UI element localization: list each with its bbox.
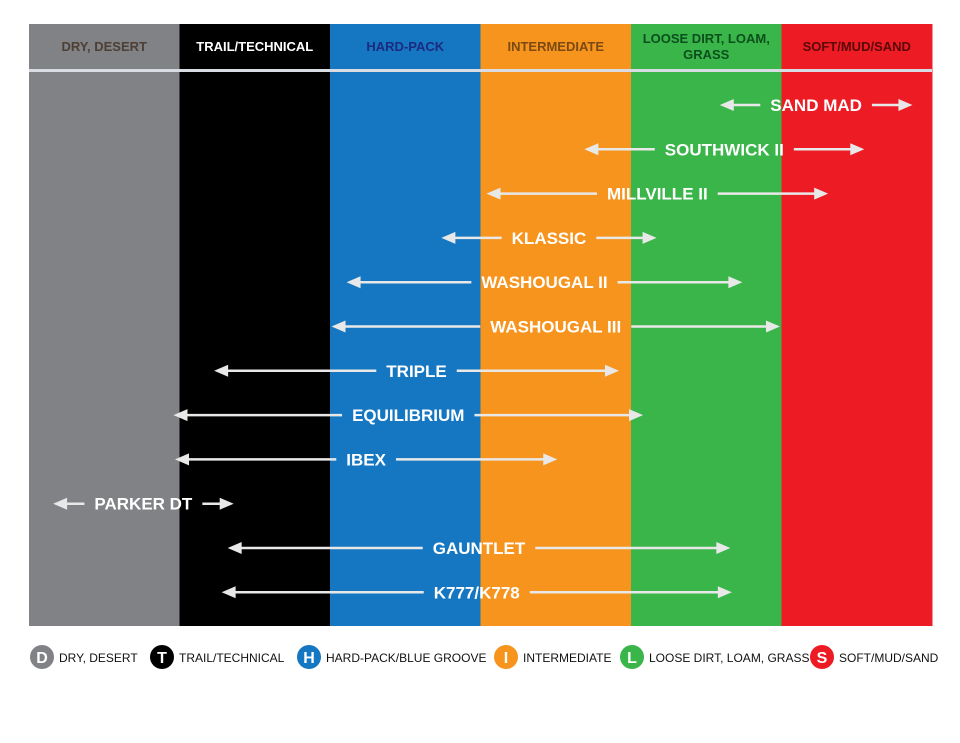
arrow-head — [765, 320, 780, 333]
legend-badge — [30, 645, 54, 669]
legend-badge — [494, 645, 518, 669]
arrow-head — [604, 364, 619, 377]
legend-letter: L — [627, 650, 637, 667]
legend-badge — [620, 645, 644, 669]
arrow-head — [717, 586, 732, 599]
legend-label: LOOSE DIRT, LOAM, GRASS — [649, 651, 810, 665]
legend-letter: S — [817, 650, 828, 667]
arrow-head — [219, 497, 234, 510]
terrain-column — [29, 24, 180, 626]
arrow-head — [221, 586, 236, 599]
range-arrow — [174, 453, 558, 466]
header-divider — [29, 69, 932, 72]
column-header: LOOSE DIRT, LOAM, — [643, 31, 770, 46]
column-header: TRAIL/TECHNICAL — [196, 39, 313, 54]
arrow-head — [629, 409, 644, 422]
range-arrow — [584, 143, 865, 156]
terrain-column — [179, 24, 331, 626]
legend-letter: D — [36, 650, 48, 667]
legend-label: TRAIL/TECHNICAL — [179, 651, 285, 665]
tire-label: SOUTHWICK II — [665, 140, 784, 159]
tire-label: TRIPLE — [386, 362, 446, 381]
arrow-head — [173, 409, 188, 422]
range-arrow — [53, 497, 234, 510]
arrow-head — [214, 364, 229, 377]
legend-label: DRY, DESERT — [59, 651, 138, 665]
legend-letter: H — [303, 650, 315, 667]
arrow-head — [584, 143, 599, 156]
tire-label: WASHOUGAL III — [490, 318, 621, 337]
range-arrow — [331, 320, 780, 333]
column-header: INTERMEDIATE — [507, 39, 604, 54]
arrow-head — [716, 542, 731, 554]
arrow-head — [543, 453, 558, 466]
range-arrow — [441, 231, 657, 244]
range-arrow — [214, 364, 619, 377]
range-arrow — [486, 187, 829, 200]
arrow-head — [331, 320, 346, 333]
range-arrow — [221, 586, 732, 599]
tire-label: EQUILIBRIUM — [352, 406, 464, 425]
arrow-head — [719, 99, 734, 111]
range-arrow — [346, 276, 743, 289]
legend-letter: I — [504, 650, 508, 667]
range-arrow — [173, 409, 644, 422]
range-arrow — [719, 99, 913, 111]
column-header: DRY, DESERT — [62, 39, 148, 54]
arrow-head — [227, 542, 242, 554]
legend-badge — [297, 645, 321, 669]
legend-badge — [150, 645, 174, 669]
arrow-head — [898, 99, 913, 111]
column-header: HARD-PACK — [366, 39, 444, 54]
arrow-head — [346, 276, 361, 289]
arrow-head — [814, 187, 829, 200]
tire-label: MILLVILLE II — [607, 185, 708, 204]
column-header: SOFT/MUD/SAND — [803, 39, 911, 54]
arrow-head — [174, 453, 189, 466]
legend-letter: T — [157, 650, 167, 667]
legend-badge — [810, 645, 834, 669]
tire-label: WASHOUGAL II — [481, 273, 607, 292]
tire-label: GAUNTLET — [433, 539, 526, 558]
arrow-head — [441, 231, 456, 244]
terrain-column — [330, 24, 481, 626]
legend-label: HARD-PACK/BLUE GROOVE — [326, 651, 486, 665]
tire-label: K777/K778 — [434, 583, 520, 602]
legend-label: SOFT/MUD/SAND — [839, 651, 939, 665]
column-header: GRASS — [683, 47, 730, 62]
arrow-head — [642, 231, 657, 244]
range-arrow — [227, 542, 731, 554]
terrain-column — [781, 24, 933, 626]
tire-label: PARKER DT — [94, 495, 193, 514]
arrow-head — [53, 497, 68, 510]
arrow-head — [850, 143, 865, 156]
terrain-column — [631, 24, 782, 626]
tire-label: SAND MAD — [770, 96, 862, 115]
tire-label: KLASSIC — [512, 229, 587, 248]
arrow-head — [728, 276, 743, 289]
arrow-head — [486, 187, 501, 200]
legend-label: INTERMEDIATE — [523, 651, 611, 665]
tire-label: IBEX — [346, 450, 386, 469]
terrain-column — [480, 24, 632, 626]
